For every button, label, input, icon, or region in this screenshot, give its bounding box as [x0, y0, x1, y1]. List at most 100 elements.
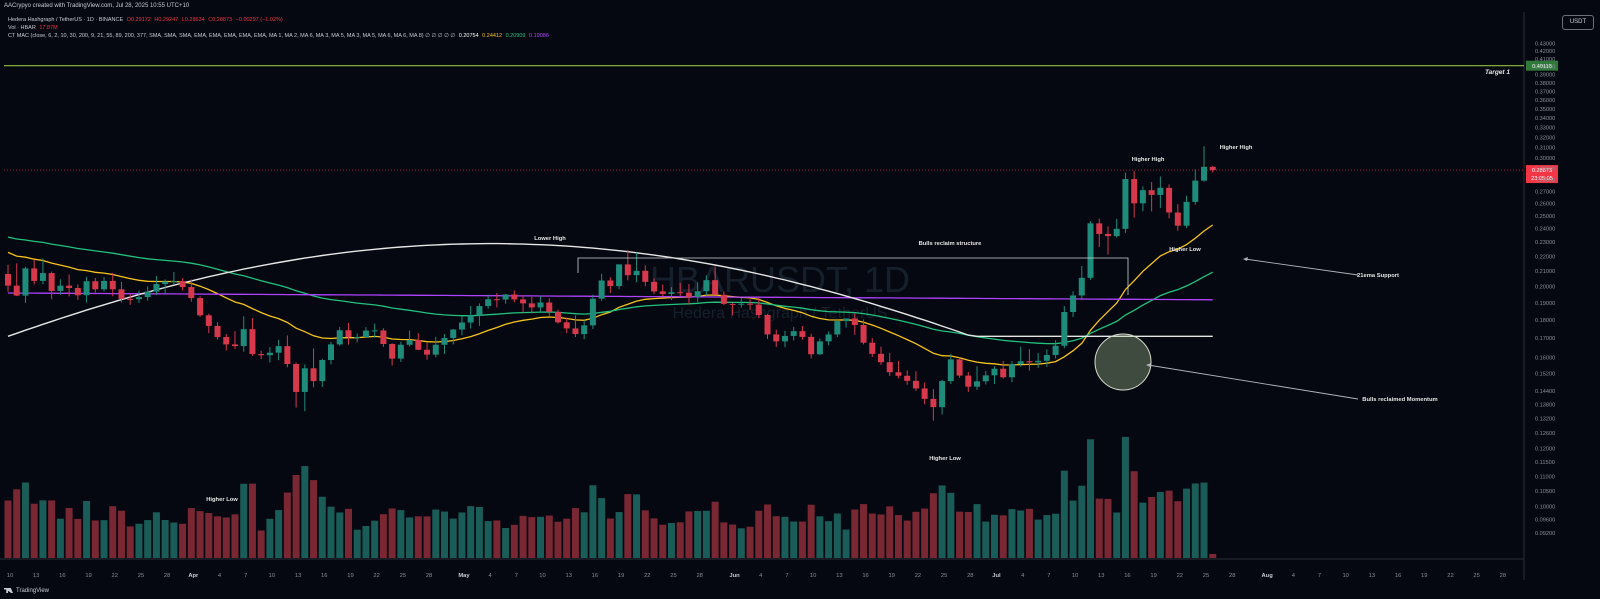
- currency-button[interactable]: USDT: [1562, 15, 1594, 30]
- candle-body: [651, 281, 658, 292]
- candle-body: [781, 335, 788, 342]
- volume-bar: [659, 524, 667, 558]
- volume-bar: [964, 511, 972, 558]
- candle-body: [415, 340, 422, 350]
- candle-body: [974, 381, 981, 387]
- y-tick-label: 0.11000: [1535, 474, 1555, 480]
- candle-body: [703, 280, 710, 292]
- candle-body: [956, 359, 963, 376]
- annotation-label: Higher Low: [1169, 247, 1201, 253]
- volume-bar: [1139, 502, 1147, 558]
- x-tick-label: 10: [539, 573, 545, 579]
- ohlc-high: H0.29247: [154, 17, 179, 23]
- x-tick-label: 4: [759, 573, 763, 579]
- candle-body: [598, 280, 605, 299]
- x-tick-label: 28: [696, 573, 702, 579]
- candle-body: [162, 281, 169, 285]
- volume-bar: [615, 512, 623, 558]
- annotation-label: Target 1: [1485, 69, 1510, 76]
- volume-bar: [336, 512, 344, 558]
- volume-bar: [292, 474, 300, 558]
- volume-bar: [1034, 519, 1042, 558]
- candle-body: [493, 299, 500, 301]
- candle-body: [825, 334, 832, 342]
- y-tick-label: 0.20000: [1535, 285, 1555, 291]
- volume-bar: [1113, 512, 1121, 558]
- volume-bar: [449, 518, 457, 558]
- candle-body: [878, 353, 884, 363]
- volume-bar: [467, 506, 475, 558]
- y-tick-label: 0.09600: [1535, 518, 1555, 524]
- y-tick-label: 0.25000: [1535, 214, 1555, 220]
- volume-bar: [790, 521, 798, 558]
- candle-body: [537, 302, 544, 308]
- x-tick-label: 10: [269, 573, 275, 579]
- candle-body: [1192, 180, 1199, 202]
- candle-body: [773, 334, 780, 342]
- candle-body: [947, 359, 954, 382]
- volume-bar: [519, 515, 527, 558]
- volume-bar: [48, 500, 56, 558]
- candle-body: [476, 306, 483, 316]
- footer-brand-label: TradingView: [16, 588, 50, 595]
- volume-bar: [135, 523, 143, 558]
- footer-brand[interactable]: TradingView: [4, 588, 49, 594]
- candle-body: [153, 284, 160, 292]
- volume-bar: [484, 521, 492, 558]
- volume-bar: [598, 498, 606, 558]
- x-tick-label: 28: [164, 573, 170, 579]
- volume-bar: [737, 528, 745, 558]
- volume-bar: [161, 520, 169, 558]
- y-tick-label: 0.26000: [1535, 201, 1555, 207]
- x-tick-label: 7: [515, 573, 518, 579]
- x-tick-label: 13: [565, 573, 571, 579]
- y-tick-label: 0.30000: [1535, 156, 1555, 162]
- volume-bar: [283, 492, 291, 558]
- annotation-label: Higher High: [1220, 145, 1253, 151]
- y-tick-label: 0.09200: [1535, 531, 1555, 537]
- y-tick-label: 0.43000: [1535, 42, 1555, 48]
- volume-bar: [423, 516, 431, 558]
- candle-body: [319, 359, 326, 382]
- candle-body: [511, 294, 518, 300]
- volume-bar: [318, 496, 326, 558]
- volume-bar: [912, 511, 920, 558]
- x-tick-label: 19: [85, 573, 91, 579]
- candle-body: [982, 375, 989, 382]
- candle-body: [1174, 212, 1181, 226]
- candle-body: [441, 337, 448, 345]
- candle-body: [1183, 201, 1190, 226]
- x-tick-label: 28: [426, 573, 432, 579]
- volume-bar: [248, 483, 256, 558]
- ma-legend[interactable]: CT MAC (close, 6, 2, 10, 30, 200, 9, 21,…: [8, 33, 551, 39]
- candle-body: [39, 273, 46, 281]
- volume-bar: [414, 516, 422, 558]
- candle-body: [1061, 312, 1068, 346]
- candle-body: [581, 325, 588, 335]
- candle-body: [912, 380, 919, 389]
- x-tick-label: 28: [967, 573, 973, 579]
- x-tick-label: 10: [810, 573, 816, 579]
- candle-body: [13, 285, 20, 296]
- volume-bar: [257, 530, 265, 558]
- candle-body: [808, 336, 815, 355]
- volume-bar: [729, 524, 737, 558]
- y-tick-label: 0.21000: [1535, 269, 1555, 275]
- x-tick-label: Aug: [1261, 573, 1273, 579]
- volume-bar: [702, 510, 710, 558]
- momentum-arrowhead: [1146, 363, 1151, 367]
- volume-bar: [694, 510, 702, 558]
- candle-body: [816, 341, 823, 355]
- volume-legend[interactable]: Vol · HBAR 17.87M: [8, 25, 60, 31]
- symbol-legend[interactable]: Hedera Hashgraph / TetherUS · 1D · BINAN…: [8, 17, 285, 23]
- candle-body: [197, 298, 204, 316]
- candle-body: [860, 325, 867, 343]
- volume-bar: [807, 504, 815, 558]
- candle-body: [22, 268, 29, 296]
- volume-bar: [1008, 509, 1016, 558]
- y-tick-label: 0.12000: [1535, 447, 1555, 453]
- candle-body: [83, 281, 90, 296]
- volume-bar: [676, 522, 684, 558]
- y-tick-label: 0.37000: [1535, 89, 1555, 95]
